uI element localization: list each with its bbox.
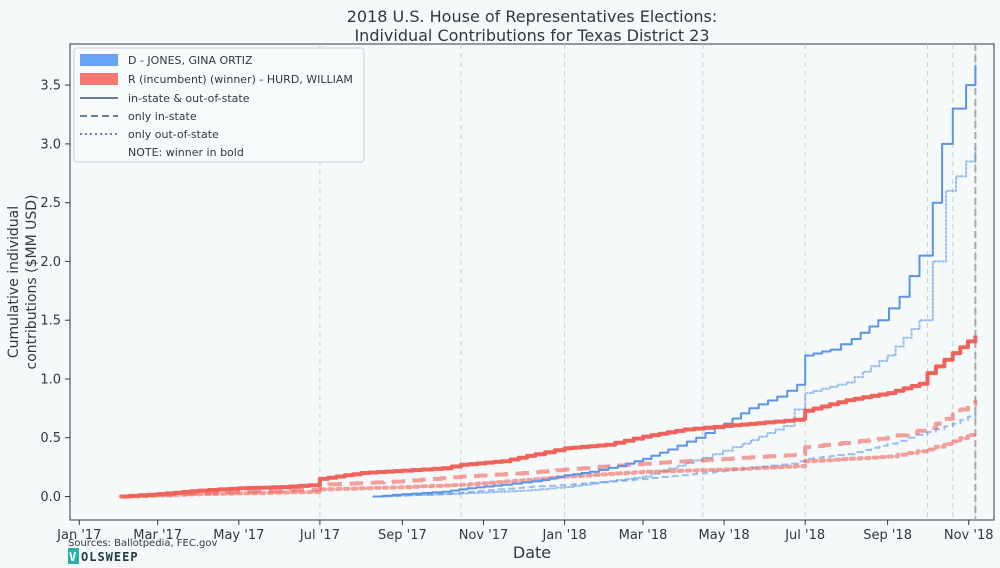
legend-note: NOTE: winner in bold: [128, 146, 244, 159]
series-lines: [118, 65, 978, 499]
x-tick-label-8: May '18: [699, 528, 750, 543]
volsweep-logo: V OLSWEEP: [68, 548, 139, 564]
legend-label-dashed: only in-state: [128, 110, 197, 123]
y-tick-label-7: 3.5: [40, 79, 61, 94]
x-tick-label-1: Mar '17: [133, 528, 182, 543]
sources-note: Sources: Ballotpedia, FEC.gov: [68, 538, 217, 549]
series-d-solid: [373, 65, 977, 498]
y-tick-label-5: 2.5: [40, 196, 61, 211]
brand-wordmark: OLSWEEP: [81, 550, 139, 564]
chart-title-line-2: Individual Contributions for Texas Distr…: [354, 26, 709, 45]
x-tick-label-10: Sep '18: [863, 528, 912, 543]
legend-label-dotted: only out-of-state: [128, 128, 219, 141]
y-axis-label-line-1: Cumulative individual: [6, 206, 22, 358]
x-tick-label-0: Jan '17: [56, 528, 101, 543]
x-tick-label-3: Jul '17: [299, 528, 340, 543]
series-d-dotted: [372, 146, 977, 498]
y-tick-label-4: 2.0: [40, 255, 61, 270]
y-tick-label-3: 1.5: [40, 314, 61, 329]
x-tick-label-9: Jul '18: [784, 528, 825, 543]
x-tick-label-6: Jan '18: [541, 528, 586, 543]
legend-label-dem: D - JONES, GINA ORTIZ: [128, 54, 253, 67]
chart-title: 2018 U.S. House of Representatives Elect…: [347, 7, 718, 45]
series-r-dashed: [120, 400, 978, 499]
brand-badge: [68, 548, 79, 564]
x-tick-label-11: Nov '18: [944, 528, 994, 543]
legend-swatch-rep: [80, 73, 118, 85]
y-tick-label-0: 0.0: [40, 490, 61, 505]
x-tick-label-7: Mar '18: [619, 528, 668, 543]
y-axis-label-line-2: contributions ($MM USD): [24, 195, 40, 370]
x-tick-label-5: Nov '17: [459, 528, 509, 543]
y-tick-label-1: 0.5: [40, 431, 61, 446]
y-tick-label-2: 1.0: [40, 373, 61, 388]
legend-label-rep: R (incumbent) (winner) - HURD, WILLIAM: [128, 73, 353, 86]
axis-ticks: Jan '17 Mar '17 May '17 Jul '17 Sep '17 Nov '…: [40, 79, 993, 543]
legend-label-solid: in-state & out-of-state: [128, 92, 250, 105]
x-axis-label: Date: [513, 543, 551, 562]
x-tick-label-2: May '17: [213, 528, 264, 543]
legend-box: [73, 47, 365, 163]
brand-badge-letter: V: [69, 550, 76, 564]
chart-title-line-1: 2018 U.S. House of Representatives Elect…: [347, 7, 718, 26]
legend: D - JONES, GINA ORTIZ R (incumbent) (win…: [73, 47, 365, 163]
y-tick-label-6: 3.0: [40, 137, 61, 152]
y-axis-label: Cumulative individual contributions ($MM…: [6, 195, 40, 370]
legend-swatch-dem: [80, 54, 118, 66]
series-r-solid: [120, 335, 978, 499]
x-tick-label-4: Sep '17: [378, 528, 427, 543]
